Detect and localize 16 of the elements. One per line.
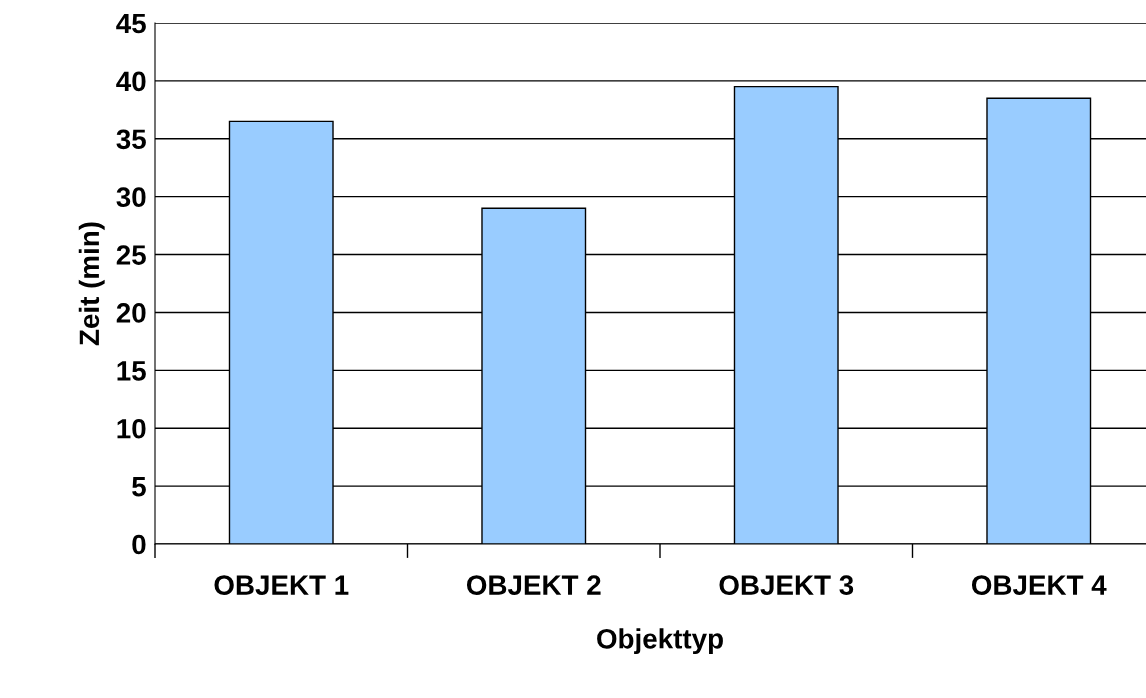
x-tick-label: OBJEKT 1 <box>214 575 349 595</box>
y-tick-label: 30 <box>116 187 146 208</box>
y-tick-label: 40 <box>116 71 146 92</box>
y-tick-label: 10 <box>117 418 146 439</box>
y-tick-label: 15 <box>117 361 146 381</box>
y-tick-label: 25 <box>116 245 146 265</box>
x-axis-title: Objekttyp <box>597 628 723 655</box>
y-tick-label: 20 <box>116 303 146 323</box>
x-tick-label: OBJEKT 3 <box>719 575 854 595</box>
x-tick-label: OBJEKT 2 <box>466 575 601 595</box>
y-tick-label: 35 <box>116 129 146 150</box>
y-tick-label: 5 <box>132 477 146 497</box>
x-tick-label: OBJEKT 4 <box>971 575 1107 595</box>
y-tick-label: 0 <box>132 534 146 555</box>
y-tick-label: 45 <box>116 13 146 34</box>
y-axis-title: Zeit (min) <box>78 222 105 346</box>
